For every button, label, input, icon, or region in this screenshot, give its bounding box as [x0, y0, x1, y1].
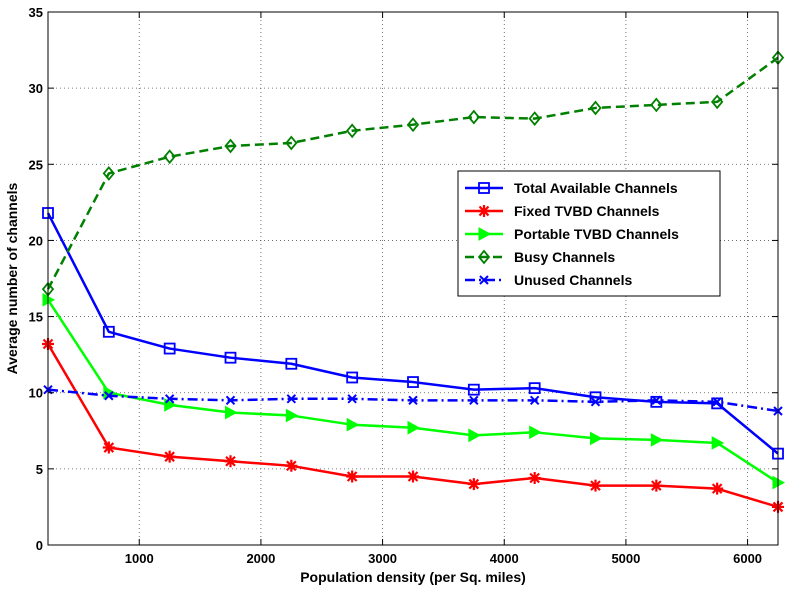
data-point	[224, 351, 237, 364]
data-point	[163, 149, 176, 165]
data-point	[285, 459, 298, 472]
x-tick-label: 1000	[125, 551, 154, 566]
data-point	[102, 166, 116, 181]
data-point	[468, 428, 481, 443]
data-point	[590, 397, 601, 407]
y-tick-label: 10	[29, 386, 43, 401]
data-point	[467, 478, 480, 491]
x-tick-label: 2000	[246, 551, 275, 566]
legend-item: Total Available Channels	[465, 180, 678, 196]
x-axis-title: Population density (per Sq. miles)	[300, 569, 526, 585]
data-point	[528, 382, 541, 395]
data-point	[467, 109, 481, 125]
data-point	[224, 455, 237, 468]
data-point	[285, 357, 298, 370]
series-lines	[41, 50, 786, 513]
axis-ticks: 1000 2000 3000 4000 5000 6000 0 5 10 15 20 25 30 35	[29, 5, 778, 566]
series-4	[43, 384, 783, 416]
data-point	[347, 394, 357, 404]
data-point	[286, 394, 297, 404]
data-point	[285, 408, 299, 423]
data-point	[285, 135, 298, 151]
legend-label: Portable TVBD Channels	[514, 226, 679, 242]
data-point	[407, 376, 419, 388]
plot-frame	[47, 11, 779, 546]
legend-marker	[479, 275, 489, 285]
data-point	[164, 394, 175, 404]
data-point	[650, 97, 663, 113]
y-tick-label: 0	[36, 538, 43, 553]
data-point	[467, 383, 480, 396]
data-point	[651, 395, 662, 406]
x-tick-label: 4000	[490, 551, 519, 566]
legend-marker	[478, 205, 490, 217]
data-point	[102, 441, 115, 454]
legend: Total Available Channels Fixed TVBD Chann…	[457, 170, 721, 297]
data-point	[163, 450, 176, 463]
data-point	[346, 371, 359, 384]
data-point	[224, 138, 237, 154]
legend-marker	[477, 249, 491, 265]
data-point	[225, 395, 236, 406]
data-point	[407, 470, 419, 483]
legend-item: Busy Channels	[465, 249, 615, 265]
data-point	[104, 391, 114, 401]
legend-item: Portable TVBD Channels	[465, 226, 679, 242]
legend-label: Total Available Channels	[514, 180, 678, 196]
data-point	[346, 417, 360, 432]
x-tick-label: 5000	[611, 551, 640, 566]
series-line	[46, 212, 779, 455]
series-1	[42, 337, 784, 513]
legend-label: Fixed TVBD Channels	[514, 203, 660, 219]
legend-label: Busy Channels	[514, 249, 615, 265]
data-point	[406, 117, 420, 133]
legend-item: Unused Channels	[465, 272, 632, 288]
legend-label: Unused Channels	[514, 272, 632, 288]
legend-item: Fixed TVBD Channels	[465, 203, 660, 219]
y-tick-label: 20	[29, 233, 43, 248]
x-tick-label: 3000	[368, 551, 397, 566]
y-tick-label: 15	[29, 310, 43, 325]
data-point	[650, 433, 664, 447]
y-tick-label: 5	[36, 462, 43, 477]
data-point	[589, 479, 602, 492]
data-point	[163, 342, 176, 355]
series-0	[42, 207, 784, 460]
data-point	[712, 397, 722, 407]
data-point	[407, 420, 421, 435]
x-tick-label: 6000	[733, 551, 762, 566]
data-point	[711, 482, 724, 495]
data-point	[528, 471, 541, 484]
y-tick-label: 30	[29, 81, 43, 96]
legend-marker	[478, 227, 492, 241]
data-point	[650, 479, 663, 492]
data-point	[346, 470, 359, 483]
data-point	[102, 325, 115, 338]
data-point	[589, 100, 602, 116]
y-axis-title: Average number of channels	[4, 182, 20, 374]
legend-marker	[478, 182, 490, 194]
y-tick-label: 35	[29, 5, 43, 20]
data-point	[529, 425, 542, 440]
data-point	[225, 405, 238, 420]
data-point	[711, 436, 725, 450]
y-tick-label: 25	[29, 157, 43, 172]
data-point	[408, 395, 418, 406]
data-point	[710, 94, 724, 110]
data-point	[469, 395, 479, 406]
data-point	[528, 111, 541, 127]
data-point	[345, 123, 359, 139]
data-point	[529, 395, 540, 406]
series-line	[46, 56, 779, 290]
data-point	[590, 431, 603, 446]
series-2	[42, 292, 786, 490]
data-point	[650, 395, 663, 408]
